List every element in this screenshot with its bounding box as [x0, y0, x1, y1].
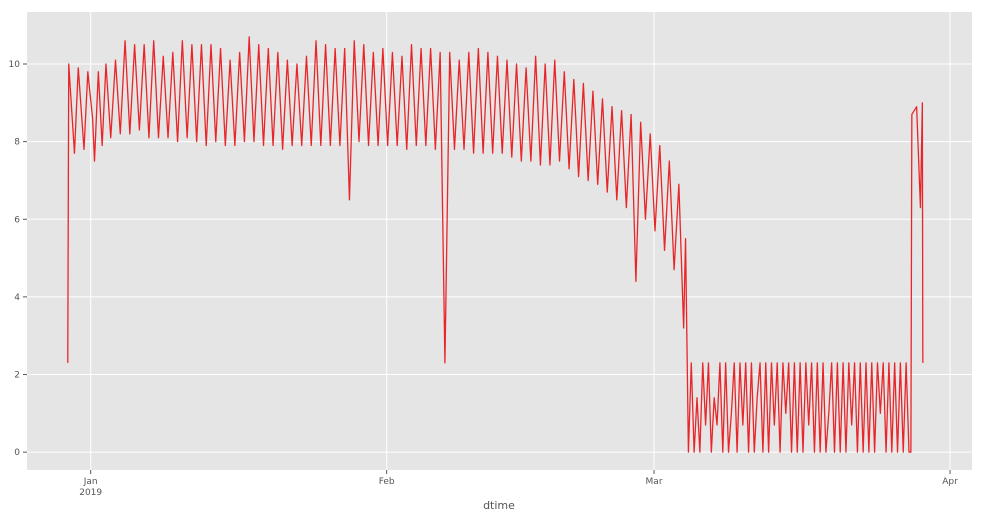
- y-tick-label: 2: [14, 371, 20, 381]
- x-tick-label: Mar: [646, 477, 663, 487]
- y-tick-label: 6: [14, 215, 20, 225]
- x-tick-label: Jan 2019: [79, 477, 102, 498]
- x-tick-label: Feb: [379, 477, 395, 487]
- data-line: [67, 36, 924, 453]
- y-tick-label: 0: [14, 448, 20, 458]
- y-tick-label: 10: [9, 60, 21, 70]
- x-tick-label: Apr: [942, 477, 958, 487]
- x-axis-label: dtime: [483, 499, 515, 512]
- y-tick-label: 4: [14, 293, 20, 303]
- y-tick-label: 8: [14, 138, 20, 148]
- plot-background: [27, 12, 972, 470]
